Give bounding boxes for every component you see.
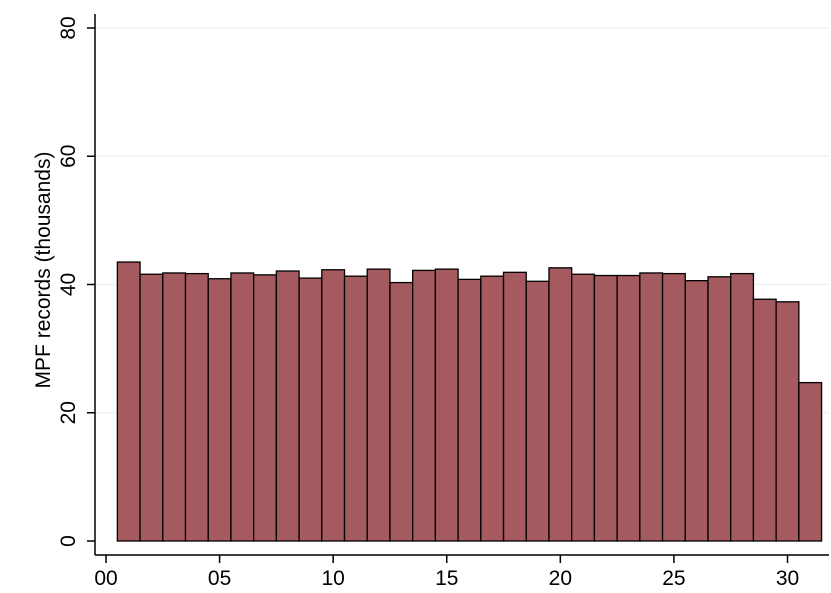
bar-15 [434, 268, 459, 542]
bar-5 [207, 278, 232, 542]
bar-8 [275, 270, 300, 542]
y-axis-ticks: 0 20 40 60 80 [57, 16, 95, 547]
bar-6 [230, 272, 255, 542]
bar-31 [798, 381, 823, 542]
x-tick-label-20: 20 [549, 567, 572, 590]
bar-12 [366, 268, 391, 542]
bar-13 [389, 281, 414, 542]
bar-24 [639, 272, 664, 542]
bar-25 [661, 272, 686, 542]
y-tick-label-20: 20 [57, 401, 80, 424]
x-axis-ticks: 00 05 10 15 20 25 30 [94, 555, 799, 590]
y-axis-title: MPF records (thousands) [32, 152, 55, 389]
bar-30 [775, 301, 800, 542]
y-tick-label-40: 40 [57, 273, 80, 296]
x-tick-label-25: 25 [662, 567, 685, 590]
bar-1 [116, 261, 141, 542]
y-tick-label-80: 80 [57, 16, 80, 39]
bar-4 [184, 272, 209, 542]
bar-3 [162, 272, 187, 542]
bar-27 [707, 276, 732, 542]
bar-26 [684, 280, 709, 542]
bar-16 [457, 278, 482, 542]
bar-23 [616, 274, 641, 542]
bar-10 [321, 269, 346, 542]
x-tick-label-30: 30 [776, 567, 799, 590]
bars [116, 261, 823, 542]
bar-9 [298, 277, 323, 542]
bar-7 [253, 274, 278, 542]
bar-18 [502, 271, 527, 542]
x-tick-label-15: 15 [435, 567, 458, 590]
bar-2 [139, 273, 164, 542]
bar-21 [571, 273, 596, 542]
x-tick-label-5: 05 [208, 567, 231, 590]
bar-14 [412, 269, 437, 542]
bar-11 [343, 275, 368, 542]
x-tick-label-0: 00 [94, 567, 117, 590]
bar-28 [730, 272, 755, 542]
bar-20 [548, 267, 573, 542]
bar-19 [525, 280, 550, 542]
y-tick-label-60: 60 [57, 145, 80, 168]
y-tick-label-0: 0 [57, 535, 80, 547]
bar-29 [752, 298, 777, 542]
bar-22 [593, 274, 618, 542]
x-tick-label-10: 10 [321, 567, 344, 590]
bar-17 [480, 275, 505, 542]
